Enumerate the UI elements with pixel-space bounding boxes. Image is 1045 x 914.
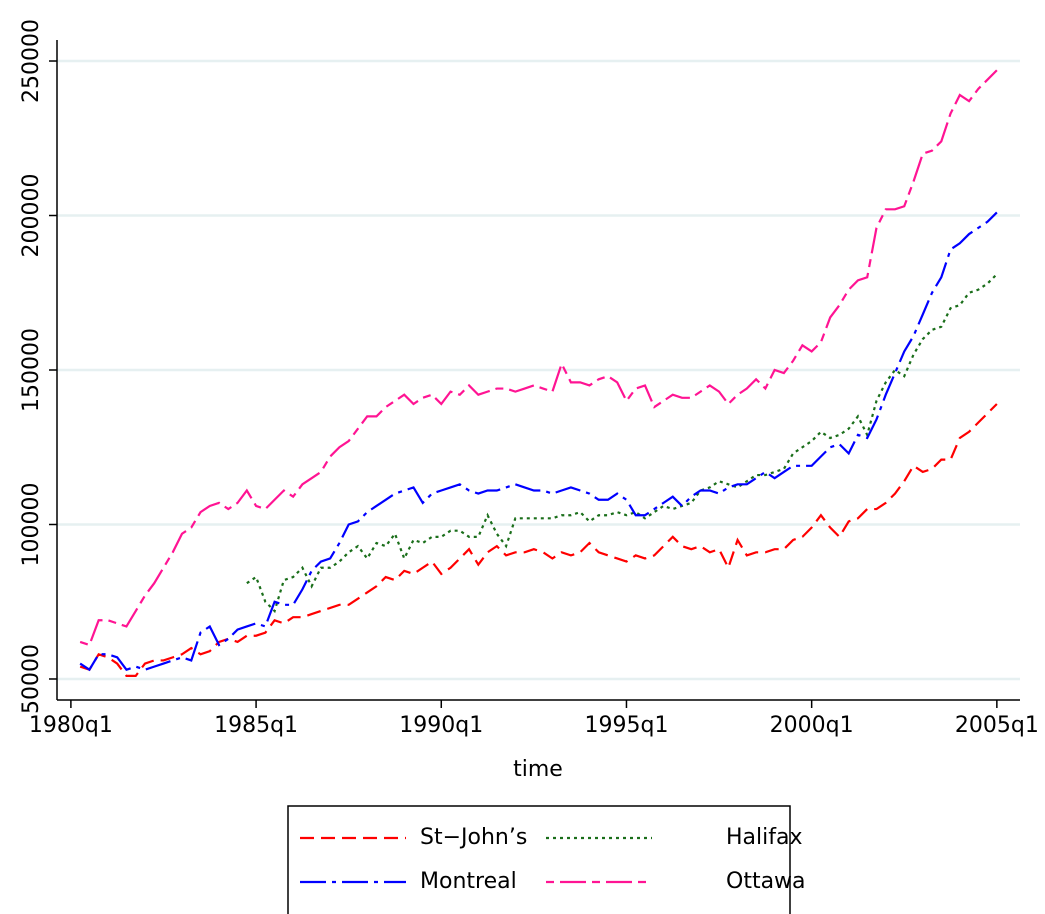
y-tick-label: 200000 [19,174,44,258]
y-tick-label: 250000 [19,19,44,103]
x-tick-label: 1990q1 [399,713,483,738]
legend-label: St−John’s [420,825,527,850]
legend-label: Ottawa [726,869,806,894]
legend-label: Halifax [726,825,803,850]
series-line [79,211,998,672]
x-tick-label: 1985q1 [214,713,298,738]
legend-box [287,805,791,914]
x-tick-label: 1995q1 [584,713,668,738]
series-line [79,69,998,647]
y-tick-label: 150000 [19,328,44,412]
x-tick-label: 2000q1 [770,713,854,738]
x-tick-label: 1980q1 [29,713,113,738]
x-tick-label: 2005q1 [955,713,1039,738]
y-tick-label: 50000 [19,644,44,714]
legend-label: Montreal [420,869,517,894]
series-line [79,403,998,677]
x-axis-label: time [513,757,563,782]
y-tick-label: 100000 [19,483,44,567]
